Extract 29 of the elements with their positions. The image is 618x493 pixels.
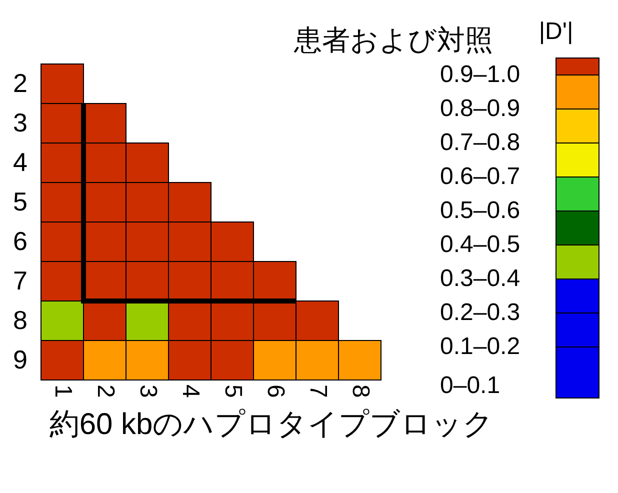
y-tick-label: 5: [13, 186, 28, 216]
x-tick-label: 2: [92, 384, 119, 398]
color-bar-label: 0.1–0.2: [440, 333, 520, 360]
x-tick-label: 7: [304, 384, 332, 398]
x-tick-label: 4: [176, 384, 204, 398]
color-bar-label: 0.9–1.0: [440, 61, 520, 88]
x-axis-title: 約60 kbのハプロタイプブロック: [49, 408, 494, 441]
x-tick-label: 5: [219, 384, 246, 398]
color-bar-label: 0.5–0.6: [440, 197, 520, 224]
color-bar-label: 0.7–0.8: [440, 129, 520, 156]
color-bar-label: 0.6–0.7: [440, 163, 520, 190]
color-bar-label: 0.2–0.3: [440, 299, 520, 326]
y-tick-label: 7: [13, 265, 28, 296]
y-tick-label: 9: [13, 344, 28, 374]
legend-title: |D'|: [538, 18, 574, 45]
color-bar-label: 0–0.1: [440, 372, 500, 399]
x-tick-label: 6: [262, 384, 289, 398]
y-tick-label: 6: [13, 226, 28, 256]
color-bar-label: 0.8–0.9: [440, 95, 520, 122]
color-bar-label: 0.4–0.5: [440, 231, 520, 258]
y-tick-label: 4: [13, 146, 28, 177]
color-bar-label: 0.3–0.4: [440, 265, 520, 292]
chart-title: 患者および対照: [293, 24, 494, 56]
y-tick-label: 2: [13, 68, 28, 98]
x-tick-label: 8: [346, 384, 374, 398]
y-tick-label: 3: [13, 107, 28, 138]
x-tick-label: 1: [49, 384, 76, 398]
y-tick-label: 8: [13, 304, 28, 335]
x-tick-label: 3: [134, 384, 162, 398]
